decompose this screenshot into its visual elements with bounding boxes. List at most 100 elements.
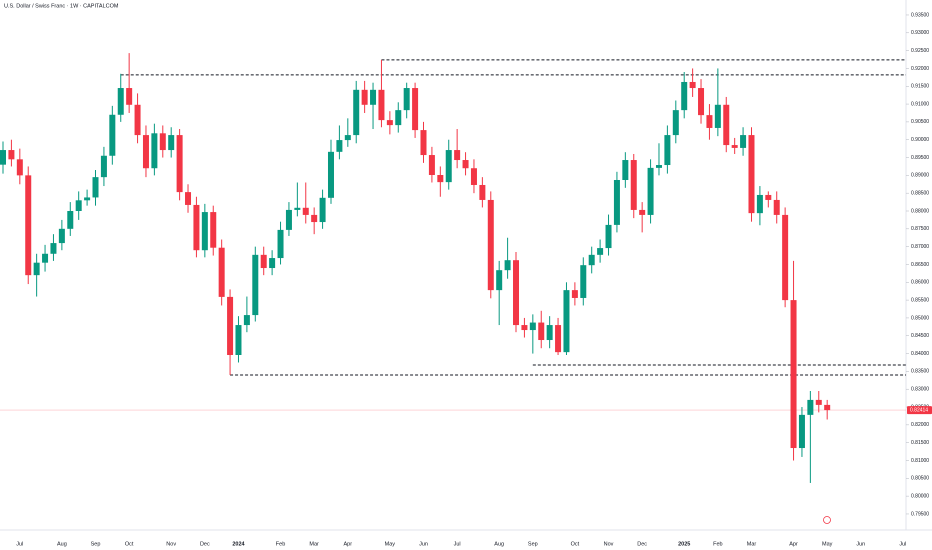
candle-body bbox=[269, 258, 276, 269]
x-tick-label: Mar bbox=[309, 541, 319, 547]
x-tick-label: Feb bbox=[713, 541, 722, 547]
candle-body bbox=[344, 135, 351, 141]
candle-body bbox=[756, 194, 763, 214]
y-tick-label: 0.84000 bbox=[911, 351, 929, 357]
candle-body bbox=[117, 88, 124, 115]
x-tick-label: Jul bbox=[454, 541, 461, 547]
candle-body bbox=[210, 212, 217, 248]
candle-body bbox=[580, 265, 587, 298]
candle-body bbox=[622, 160, 629, 180]
candle-body bbox=[655, 165, 662, 168]
candle-body bbox=[75, 200, 82, 212]
candle-body bbox=[159, 133, 166, 151]
y-tick-label: 0.80000 bbox=[911, 493, 929, 499]
y-tick-label: 0.80500 bbox=[911, 476, 929, 482]
candle-body bbox=[142, 135, 149, 169]
y-tick-label: 0.85500 bbox=[911, 297, 929, 303]
candle-body bbox=[58, 228, 65, 244]
x-tick-label: Oct bbox=[125, 541, 134, 547]
y-tick-label: 0.91500 bbox=[911, 84, 929, 90]
candle-body bbox=[336, 140, 343, 152]
candle-body bbox=[412, 88, 419, 131]
x-tick-label: Nov bbox=[604, 541, 614, 547]
candle-body bbox=[50, 243, 57, 254]
candle-body bbox=[815, 399, 822, 405]
x-tick-label: 2024 bbox=[232, 541, 245, 547]
candle-body bbox=[420, 130, 427, 156]
candle-body bbox=[706, 115, 713, 128]
candle-body bbox=[0, 150, 6, 165]
y-tick-label: 0.88000 bbox=[911, 208, 929, 214]
candle-body bbox=[100, 155, 107, 178]
candle-body bbox=[529, 322, 536, 331]
candle-body bbox=[723, 104, 730, 146]
candle-body bbox=[227, 296, 234, 355]
candle-body bbox=[109, 114, 116, 156]
candle-body bbox=[597, 248, 604, 255]
candle-body bbox=[454, 150, 461, 161]
y-tick-label: 0.89500 bbox=[911, 155, 929, 161]
candle-body bbox=[487, 199, 494, 291]
candle-body bbox=[790, 300, 797, 449]
x-tick-label: Dec bbox=[200, 541, 210, 547]
candle-body bbox=[302, 207, 309, 215]
y-tick-label: 0.87000 bbox=[911, 244, 929, 250]
y-tick-label: 0.86000 bbox=[911, 280, 929, 286]
candle-body bbox=[740, 135, 747, 148]
candle-body bbox=[185, 192, 192, 205]
candle-body bbox=[277, 229, 284, 259]
candle-body bbox=[8, 150, 15, 160]
candle-body bbox=[428, 155, 435, 176]
candle-body bbox=[218, 247, 225, 297]
x-tick-label: Jun bbox=[419, 541, 428, 547]
candle-body bbox=[403, 88, 410, 111]
x-tick-label: Sep bbox=[91, 541, 101, 547]
candle-body bbox=[311, 214, 318, 223]
y-tick-label: 0.89000 bbox=[911, 173, 929, 179]
candle-body bbox=[605, 224, 612, 249]
y-tick-label: 0.90000 bbox=[911, 137, 929, 143]
candle-body bbox=[513, 260, 520, 326]
candle-body bbox=[630, 160, 637, 210]
candle-body bbox=[731, 145, 738, 148]
x-tick-label: Aug bbox=[494, 541, 504, 547]
candle-body bbox=[714, 104, 721, 128]
candle-body bbox=[504, 260, 511, 271]
x-tick-label: May bbox=[385, 541, 396, 547]
candle-body bbox=[437, 175, 444, 183]
candle-body bbox=[647, 167, 654, 215]
candle-body bbox=[689, 81, 696, 89]
x-tick-label: Apr bbox=[789, 541, 798, 547]
x-tick-label: Dec bbox=[637, 541, 647, 547]
candle-body bbox=[563, 290, 570, 353]
chart-title: U.S. Dollar / Swiss Franc · 1W · CAPITAL… bbox=[4, 3, 119, 9]
candle-body bbox=[571, 290, 578, 298]
candle-body bbox=[521, 325, 528, 331]
candle-body bbox=[361, 89, 368, 105]
candle-body bbox=[546, 325, 553, 341]
candle-body bbox=[748, 135, 755, 214]
x-tick-label: Jun bbox=[856, 541, 865, 547]
candle-body bbox=[176, 135, 183, 193]
candle-body bbox=[327, 151, 334, 198]
x-tick-label: Aug bbox=[57, 541, 67, 547]
candle-body bbox=[294, 207, 301, 210]
candle-body bbox=[462, 160, 469, 169]
candle-body bbox=[824, 404, 831, 411]
candle-body bbox=[773, 199, 780, 215]
candle-body bbox=[134, 104, 141, 136]
x-tick-label: Feb bbox=[276, 541, 285, 547]
candle-body bbox=[395, 110, 402, 126]
y-tick-label: 0.90500 bbox=[911, 119, 929, 125]
y-tick-label: 0.79500 bbox=[911, 511, 929, 517]
y-tick-label: 0.93500 bbox=[911, 12, 929, 18]
x-tick-label: Apr bbox=[344, 541, 353, 547]
candle-body bbox=[25, 175, 32, 276]
event-marker[interactable] bbox=[823, 516, 831, 524]
y-tick-label: 0.85000 bbox=[911, 315, 929, 321]
y-tick-label: 0.92000 bbox=[911, 66, 929, 72]
candle-body bbox=[470, 168, 477, 185]
candle-body bbox=[613, 179, 620, 225]
